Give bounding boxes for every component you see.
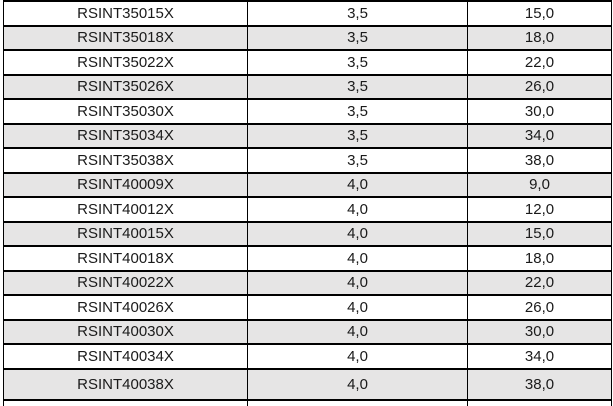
cell-value-2: 34,0: [467, 343, 612, 370]
cell-value-2: 30,0: [467, 318, 612, 345]
cell-code: RSINT35034X: [3, 122, 248, 149]
cell-value-1: 3,5: [247, 98, 468, 125]
table-row: RSINT40026X 4,0 26,0: [3, 294, 612, 321]
table-row: RSINT40030X 4,0 30,0: [3, 318, 612, 345]
cell-empty: [467, 398, 612, 406]
cell-value-1: 4,0: [247, 196, 468, 223]
cell-code: RSINT35038X: [3, 147, 248, 174]
cell-code: RSINT40026X: [3, 294, 248, 321]
cell-value-1: 3,5: [247, 147, 468, 174]
cell-value-2: 26,0: [467, 73, 612, 100]
table-row: RSINT40012X 4,0 12,0: [3, 196, 612, 223]
table-row: RSINT40015X 4,0 15,0: [3, 220, 612, 247]
cell-code: RSINT40018X: [3, 245, 248, 272]
spec-table-overflow: [3, 398, 612, 406]
table-row: RSINT40038X 4,0 38,0: [3, 367, 612, 401]
table-row-partial: [3, 398, 612, 406]
table-row: RSINT35026X 3,5 26,0: [3, 73, 612, 100]
cell-value-2: 15,0: [467, 220, 612, 247]
cell-value-2: 15,0: [467, 0, 612, 27]
cell-empty: [247, 398, 468, 406]
table-row: RSINT35022X 3,5 22,0: [3, 49, 612, 76]
table-row: RSINT35034X 3,5 34,0: [3, 122, 612, 149]
table-row: RSINT35030X 3,5 30,0: [3, 98, 612, 125]
table-row: RSINT40022X 4,0 22,0: [3, 269, 612, 296]
cell-value-1: 4,0: [247, 294, 468, 321]
cell-code: RSINT35018X: [3, 24, 248, 51]
cell-code: RSINT40012X: [3, 196, 248, 223]
cell-value-1: 4,0: [247, 318, 468, 345]
cell-value-2: 34,0: [467, 122, 612, 149]
cell-value-1: 4,0: [247, 245, 468, 272]
cell-value-1: 3,5: [247, 49, 468, 76]
table-row: RSINT35038X 3,5 38,0: [3, 147, 612, 174]
cell-code: RSINT40030X: [3, 318, 248, 345]
cell-empty: [3, 398, 248, 406]
cell-value-2: 9,0: [467, 171, 612, 198]
table-row: RSINT40009X 4,0 9,0: [3, 171, 612, 198]
cell-value-1: 3,5: [247, 73, 468, 100]
cell-code: RSINT40034X: [3, 343, 248, 370]
cell-value-1: 4,0: [247, 367, 468, 401]
cell-value-1: 4,0: [247, 343, 468, 370]
cell-value-1: 4,0: [247, 269, 468, 296]
cell-code: RSINT40022X: [3, 269, 248, 296]
cell-value-2: 38,0: [467, 147, 612, 174]
cell-value-1: 3,5: [247, 0, 468, 27]
cell-value-1: 4,0: [247, 171, 468, 198]
cell-value-2: 30,0: [467, 98, 612, 125]
cell-code: RSINT35022X: [3, 49, 248, 76]
cell-code: RSINT35026X: [3, 73, 248, 100]
cell-value-1: 4,0: [247, 220, 468, 247]
cell-code: RSINT40038X: [3, 367, 248, 401]
cell-value-1: 3,5: [247, 24, 468, 51]
table-row: RSINT35018X 3,5 18,0: [3, 24, 612, 51]
spec-table-body: RSINT35015X 3,5 15,0 RSINT35018X 3,5 18,0 RSIN…: [3, 0, 612, 401]
cell-value-2: 38,0: [467, 367, 612, 401]
cell-value-2: 18,0: [467, 24, 612, 51]
cell-code: RSINT40009X: [3, 171, 248, 198]
cell-value-2: 26,0: [467, 294, 612, 321]
cell-code: RSINT35030X: [3, 98, 248, 125]
spec-table: RSINT35015X 3,5 15,0 RSINT35018X 3,5 18,0 RSIN…: [3, 0, 612, 406]
cell-value-2: 22,0: [467, 269, 612, 296]
table-row: RSINT35015X 3,5 15,0: [3, 0, 612, 27]
cell-value-2: 18,0: [467, 245, 612, 272]
cell-value-1: 3,5: [247, 122, 468, 149]
cell-value-2: 12,0: [467, 196, 612, 223]
table-row: RSINT40018X 4,0 18,0: [3, 245, 612, 272]
table-row: RSINT40034X 4,0 34,0: [3, 343, 612, 370]
cell-code: RSINT40015X: [3, 220, 248, 247]
cell-value-2: 22,0: [467, 49, 612, 76]
cell-code: RSINT35015X: [3, 0, 248, 27]
